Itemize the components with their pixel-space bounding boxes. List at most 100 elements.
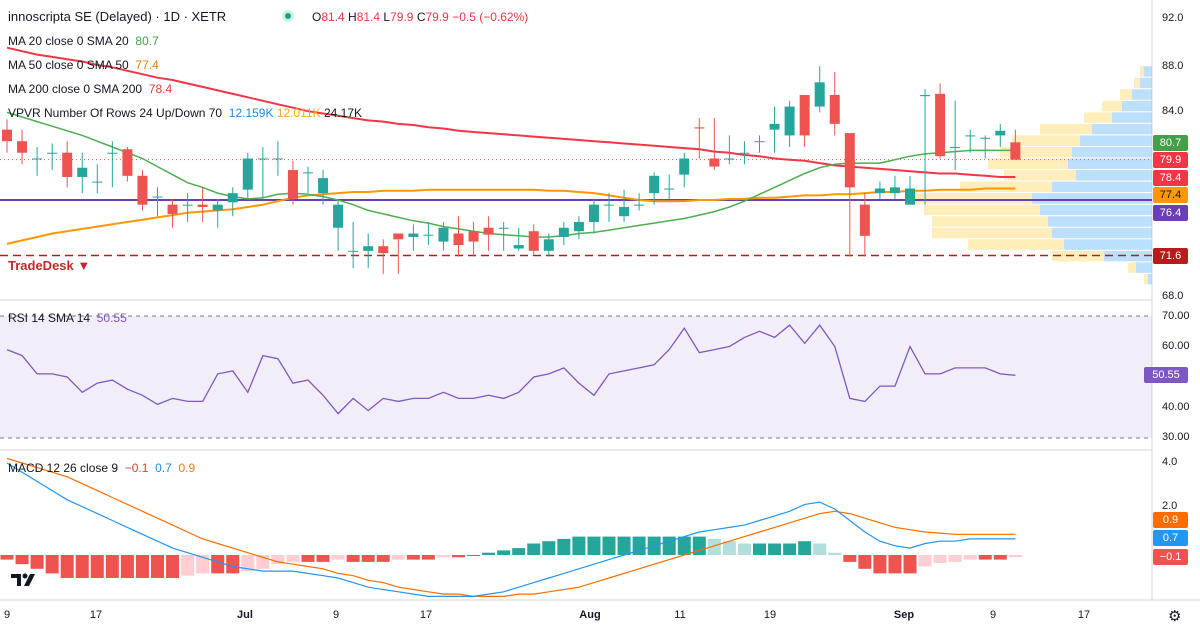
candle-body	[588, 204, 599, 222]
ma20-label: MA 20 close 0 SMA 20	[8, 34, 129, 48]
time-tick: 17	[1077, 609, 1091, 621]
macd-histogram-bar	[316, 555, 330, 562]
candle-body	[197, 204, 208, 207]
candle-body	[348, 250, 359, 252]
time-tick: 19	[763, 609, 777, 621]
macd-histogram-bar	[196, 555, 210, 574]
macd-histogram-bar	[181, 555, 195, 576]
candle-body	[1010, 142, 1021, 160]
vpvr-down-bar	[1128, 262, 1136, 273]
time-tick: 17	[89, 609, 103, 621]
candle-body	[604, 204, 614, 206]
macd-histogram-bar	[331, 555, 345, 560]
vpvr-down-bar	[1144, 273, 1148, 285]
macd-histogram-bar	[105, 555, 119, 578]
candle-body	[649, 175, 660, 194]
macd-histogram-bar	[452, 555, 465, 558]
macd-histogram-bar	[632, 536, 646, 555]
candle-body	[980, 137, 991, 139]
time-tick: 9	[989, 609, 997, 621]
macd-histogram-bar	[406, 555, 420, 560]
vpvr-up-bar	[1136, 262, 1152, 273]
macd-histogram-bar	[572, 536, 586, 555]
candle-body	[318, 178, 329, 194]
ma20-legend[interactable]: MA 20 close 0 SMA 20 80.7	[8, 33, 159, 49]
macd-histogram-bar	[120, 555, 134, 578]
vpvr-up-bar	[1064, 239, 1152, 250]
candle-body	[558, 227, 569, 237]
candle-body	[859, 204, 870, 236]
macd-histogram-bar	[497, 550, 511, 555]
market-status-icon[interactable]	[282, 10, 294, 22]
candle-body	[152, 196, 163, 198]
ma20-value: 80.7	[135, 34, 159, 48]
candle-body	[784, 106, 795, 136]
ma200-value: 78.4	[148, 82, 173, 96]
ohlc-readout: O81.4 H81.4 L79.9 C79.9 −0.5 (−0.62%)	[312, 9, 528, 25]
candle-body	[227, 193, 238, 203]
candle-body	[92, 181, 103, 183]
low-value: 79.9	[390, 10, 414, 24]
vpvr-up-bar	[1122, 100, 1152, 112]
candle-body	[664, 188, 675, 190]
candle-body	[965, 135, 976, 137]
vpvr-up-bar	[1104, 250, 1152, 262]
vpvr-down-bar	[1134, 77, 1140, 89]
tradingview-logo[interactable]	[10, 572, 40, 588]
macd-histogram-bar	[436, 555, 450, 558]
price-tick-92: 92.0	[1162, 12, 1184, 24]
ma50-value: 77.4	[135, 58, 159, 72]
candle-body	[137, 175, 148, 205]
macd-histogram-bar	[301, 555, 315, 562]
vpvr-up-bar	[1068, 158, 1152, 170]
candle-body	[754, 141, 765, 143]
macd-histogram-bar	[798, 541, 812, 555]
macd-signal-line	[6, 457, 1016, 598]
rsi-band	[0, 316, 1152, 438]
candle-body	[2, 129, 12, 142]
candle-body	[483, 227, 494, 235]
time-tick: Sep	[893, 609, 915, 621]
macd-signal-value: 0.9	[178, 461, 196, 475]
vpvr-down-bar	[924, 204, 1040, 216]
high-label: H	[348, 10, 357, 24]
candle-body	[453, 233, 464, 246]
price-tick-68: 68.0	[1162, 290, 1184, 302]
macd-histogram-bar	[15, 555, 29, 565]
candle-body	[408, 233, 419, 237]
vpvr-legend[interactable]: VPVR Number Of Rows 24 Up/Down 70 12.159…	[8, 105, 362, 121]
low-label: L	[383, 10, 391, 24]
macd-histogram-bar	[828, 552, 842, 555]
ma50-price-tag: 77.4	[1153, 187, 1188, 203]
vpvr-up-bar	[1052, 181, 1152, 193]
candle-body	[498, 227, 509, 229]
tradedesk-label[interactable]: TradeDesk ▼	[8, 258, 91, 273]
settings-gear-icon[interactable]: ⚙	[1168, 608, 1182, 625]
hline-price-tag: 76.4	[1153, 205, 1188, 221]
candle-body	[829, 95, 840, 124]
macd-histogram-bar	[978, 555, 992, 560]
macd-histogram-bar	[753, 543, 766, 555]
macd-histogram-bar	[903, 555, 917, 574]
macd-histogram-bar	[617, 536, 631, 555]
macd-line	[6, 462, 1016, 598]
vpvr-up-bar	[1092, 123, 1152, 135]
vpvr-up: 12.159K	[228, 106, 274, 120]
macd-value: 0.7	[155, 461, 172, 475]
vpvr-down-bar	[1084, 112, 1112, 123]
ma200-legend[interactable]: MA 200 close 0 SMA 200 78.4	[8, 81, 172, 97]
rsi-legend[interactable]: RSI 14 SMA 14 50.55	[8, 310, 127, 326]
vpvr-label: VPVR Number Of Rows 24 Up/Down 70	[8, 106, 223, 120]
macd-legend[interactable]: MACD 12 26 close 9 −0.1 0.7 0.9	[8, 460, 195, 476]
vpvr-up-bar	[1132, 89, 1152, 100]
macd-histogram-bar	[135, 555, 149, 578]
macd-histogram-bar	[30, 555, 44, 569]
macd-histogram-bar	[587, 536, 601, 555]
high-value: 81.4	[356, 10, 381, 24]
ma50-legend[interactable]: MA 50 close 0 SMA 50 77.4	[8, 57, 159, 73]
candle-body	[77, 167, 88, 177]
macd-histogram-bar	[1008, 555, 1022, 558]
close-label: C	[416, 10, 426, 24]
macd-histogram-bar	[843, 555, 857, 562]
